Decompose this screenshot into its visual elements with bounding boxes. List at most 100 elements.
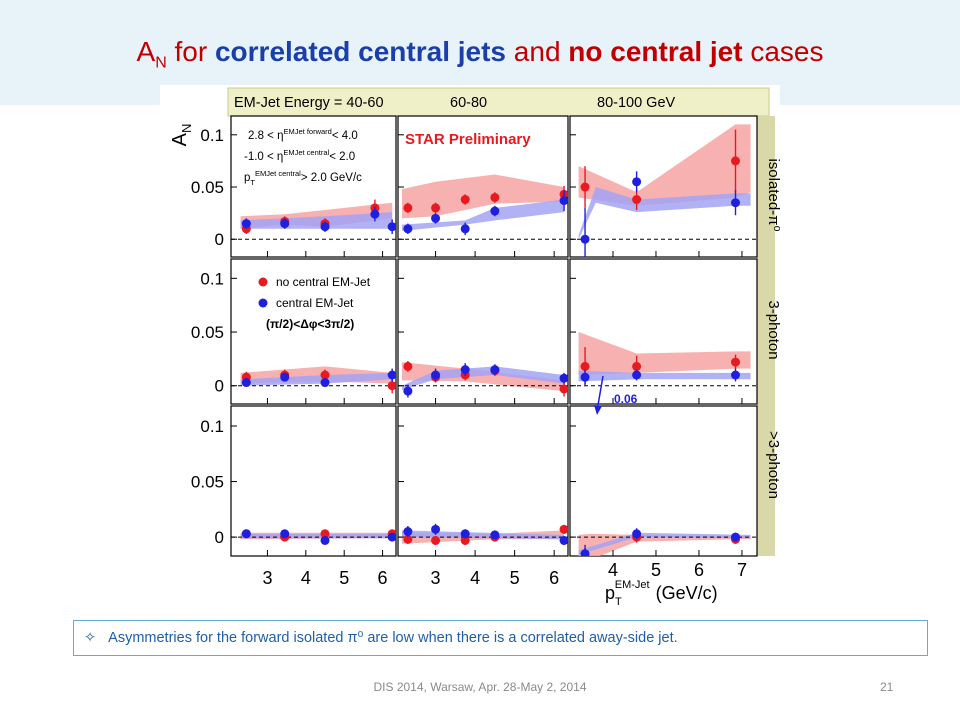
- data-point: [403, 534, 413, 544]
- data-point: [280, 529, 290, 539]
- data-point: [403, 203, 413, 213]
- data-point: [403, 386, 413, 396]
- panel-r2-c0: [230, 405, 397, 557]
- panel-frame: [397, 405, 569, 557]
- data-point: [632, 177, 642, 187]
- y-tick-label: 0.05: [191, 473, 224, 492]
- x-tick-label: 7: [737, 560, 747, 580]
- side-strip: [757, 116, 775, 556]
- data-point: [559, 384, 568, 394]
- x-tick-label: 4: [470, 568, 480, 588]
- cut-pt-sup: EMJet central: [255, 169, 301, 178]
- title-a: A: [136, 36, 156, 67]
- cut-eta-central-right: < 2.0: [329, 151, 355, 163]
- data-point: [320, 378, 330, 388]
- x-tick-label: 6: [549, 568, 559, 588]
- cut-eta-central-sup: EMJet central: [283, 148, 329, 157]
- data-point: [632, 370, 642, 380]
- data-point: [403, 527, 413, 537]
- y-tick-label: 0: [215, 528, 224, 547]
- uncertainty-band: [240, 533, 393, 539]
- legend-marker-no-central: [258, 277, 268, 287]
- panel-r0-c2: [569, 115, 758, 258]
- y-tick-label: 0: [215, 377, 224, 396]
- uncertainty-band: [240, 372, 393, 386]
- cut-eta-forward-right: < 4.0: [332, 130, 358, 142]
- y-axis-label-a: A: [169, 132, 191, 146]
- uncertainty-band: [402, 174, 564, 219]
- data-point: [431, 524, 441, 534]
- data-point: [580, 549, 590, 556]
- legend-marker-central: [258, 298, 268, 308]
- slide-title: AN for correlated central jets and no ce…: [0, 36, 960, 73]
- data-point: [241, 529, 251, 539]
- uncertainty-band: [402, 366, 564, 390]
- data-point: [431, 370, 441, 380]
- uncertainty-band: [402, 362, 564, 392]
- row-label-isolated-pi0: isolated-π⁰: [765, 158, 780, 231]
- cut-eta-forward: 2.8 < ηEMJet forward< 4.0: [248, 127, 358, 142]
- uncertainty-band: [578, 187, 751, 240]
- data-point: [632, 195, 642, 205]
- note-box: ✧ Asymmetries for the forward isolated π⁰…: [73, 620, 928, 656]
- data-point: [241, 219, 251, 229]
- x-tick-label: 4: [301, 568, 311, 588]
- data-point: [320, 535, 330, 545]
- legend-label-central: central EM-Jet: [276, 296, 354, 310]
- footer-text: DIS 2014, Warsaw, Apr. 28-May 2, 2014: [373, 680, 587, 694]
- data-point: [431, 213, 441, 223]
- data-point: [559, 535, 568, 545]
- data-point: [632, 529, 642, 539]
- data-point: [731, 198, 741, 208]
- uncertainty-band: [578, 332, 751, 375]
- row-label-3-photon: 3-photon: [765, 300, 780, 359]
- header-label-80-100: 80-100 GeV: [597, 95, 676, 111]
- x-tick-label: 3: [262, 568, 272, 588]
- data-point: [731, 532, 741, 542]
- data-point: [490, 530, 500, 540]
- y-tick-labels: 0 0.05 0.1 0 0.05 0.1 0 0.05 0.1: [191, 126, 224, 547]
- uncertainty-band: [402, 199, 564, 231]
- title-correlated: correlated central jets: [214, 36, 507, 67]
- x-tick-label: 6: [694, 560, 704, 580]
- data-point: [731, 370, 741, 380]
- data-point: [387, 532, 396, 542]
- panel-r1-c0: [230, 258, 397, 405]
- data-point: [431, 203, 441, 213]
- y-axis-label-main: AN: [169, 124, 194, 147]
- panel-content: [570, 332, 757, 387]
- data-point: [559, 196, 568, 206]
- panel-r1-c2: [569, 258, 758, 405]
- data-point: [490, 206, 500, 216]
- cut-pt-central: pTEMJet central> 2.0 GeV/c: [244, 169, 362, 187]
- uncertainty-band: [578, 532, 751, 555]
- title-a-subscript: N: [155, 54, 167, 72]
- header-label-40-60: EM-Jet Energy = 40-60: [234, 95, 384, 111]
- data-point: [460, 224, 470, 234]
- x-axis-label-p: p: [605, 583, 615, 603]
- panel-frame: [230, 115, 397, 258]
- page-number: 21: [880, 680, 894, 694]
- x-tick-label: 5: [339, 568, 349, 588]
- data-point: [370, 209, 380, 219]
- title-for: for: [166, 36, 215, 67]
- title-cases: cases: [742, 36, 824, 67]
- data-point: [580, 372, 590, 382]
- panel-content: [570, 528, 757, 556]
- data-point: [320, 529, 330, 539]
- data-point: [431, 535, 441, 545]
- y-tick-label: 0.05: [191, 323, 224, 342]
- x-axis-label: pT EM-Jet (GeV/c): [605, 579, 718, 605]
- data-point: [580, 361, 590, 371]
- data-point: [320, 370, 330, 380]
- y-tick-label: 0.1: [200, 269, 224, 288]
- star-preliminary-label: STAR Preliminary: [405, 131, 531, 148]
- panel-r2-c2: [569, 405, 758, 557]
- title-no-central: no central jet: [568, 36, 743, 67]
- panel-content: [398, 361, 568, 398]
- arrow-annotation-label: 0.06: [614, 392, 638, 406]
- x-axis-label-unit: (GeV/c): [656, 583, 718, 603]
- cut-eta-forward-left: 2.8 < η: [248, 130, 284, 142]
- panel-frame: [569, 405, 758, 557]
- panel-content: [398, 523, 568, 545]
